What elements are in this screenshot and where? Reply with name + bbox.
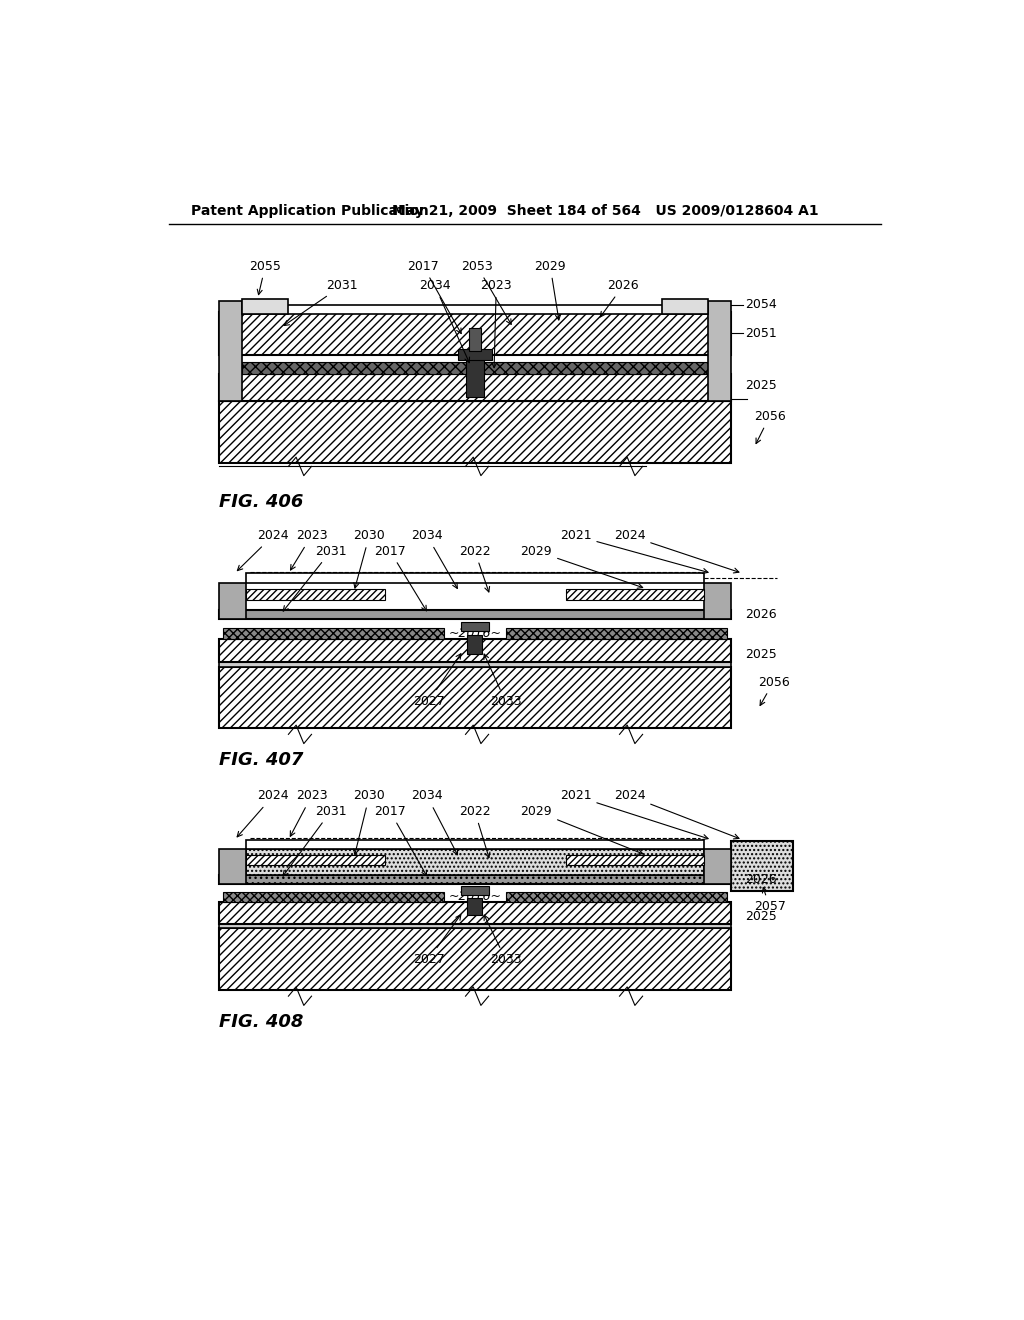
Text: 2030: 2030 — [353, 789, 385, 854]
Bar — [565, 589, 705, 599]
Bar — [219, 313, 731, 355]
Bar — [246, 589, 385, 599]
Text: 2055: 2055 — [250, 260, 282, 294]
Text: May 21, 2009  Sheet 184 of 564   US 2009/0128604 A1: May 21, 2009 Sheet 184 of 564 US 2009/01… — [392, 203, 819, 218]
Text: 2026: 2026 — [745, 873, 776, 886]
Text: 2026: 2026 — [600, 279, 639, 317]
Bar — [731, 841, 793, 891]
Text: 2057: 2057 — [754, 887, 785, 913]
Bar — [219, 374, 731, 401]
Bar — [506, 892, 727, 903]
Bar — [219, 639, 731, 663]
Text: 2053: 2053 — [461, 260, 511, 325]
Text: 2030: 2030 — [353, 529, 385, 587]
Bar — [246, 840, 705, 849]
Bar — [219, 928, 731, 990]
Bar — [219, 610, 731, 619]
Text: 2025: 2025 — [745, 648, 777, 661]
Text: 2024: 2024 — [238, 789, 289, 837]
Text: 2023: 2023 — [291, 529, 328, 570]
Bar — [219, 582, 246, 619]
Text: 2056: 2056 — [754, 409, 785, 444]
Bar — [219, 849, 246, 884]
Text: 2027: 2027 — [413, 915, 461, 966]
Text: 2034: 2034 — [419, 279, 469, 363]
Text: 2033: 2033 — [484, 655, 521, 708]
Bar — [246, 849, 705, 874]
Bar — [219, 924, 731, 928]
Text: Patent Application Publication: Patent Application Publication — [190, 203, 428, 218]
Text: 2025: 2025 — [745, 909, 777, 923]
Bar — [243, 298, 289, 314]
Text: 2056: 2056 — [758, 676, 790, 705]
Bar — [662, 298, 708, 314]
Text: 2031: 2031 — [284, 279, 358, 326]
Text: 2029: 2029 — [520, 545, 643, 589]
Bar — [461, 622, 488, 631]
Text: 2017: 2017 — [374, 805, 427, 875]
Bar — [219, 903, 731, 924]
Bar — [246, 573, 705, 582]
Bar — [705, 849, 731, 884]
Bar — [461, 886, 488, 895]
Bar — [467, 899, 482, 915]
Text: FIG. 407: FIG. 407 — [219, 751, 303, 770]
Text: 2054: 2054 — [745, 298, 777, 312]
Bar — [506, 628, 727, 639]
Text: 2024: 2024 — [613, 529, 739, 573]
Bar — [466, 355, 484, 397]
Bar — [223, 628, 444, 639]
Bar — [219, 397, 731, 401]
Bar — [243, 305, 708, 314]
Text: 2022: 2022 — [459, 545, 490, 591]
Bar — [243, 363, 708, 374]
Text: 2029: 2029 — [520, 805, 643, 854]
Text: 2031: 2031 — [283, 805, 346, 876]
Text: 2017: 2017 — [408, 260, 461, 334]
Bar — [219, 667, 731, 729]
Text: 2021: 2021 — [560, 529, 708, 573]
Text: FIG. 408: FIG. 408 — [219, 1014, 303, 1031]
Text: 2034: 2034 — [412, 789, 458, 855]
Bar — [219, 663, 731, 667]
Text: 2033: 2033 — [484, 915, 521, 966]
Text: 2051: 2051 — [745, 326, 777, 339]
Text: ~2016~: ~2016~ — [449, 627, 502, 640]
Bar — [458, 350, 492, 360]
Bar — [467, 635, 482, 655]
Text: 2025: 2025 — [745, 379, 777, 392]
Text: 2021: 2021 — [560, 789, 708, 840]
Bar — [469, 327, 481, 351]
Bar — [219, 301, 243, 401]
Bar — [219, 401, 731, 462]
Text: 2023: 2023 — [290, 789, 328, 837]
Text: FIG. 406: FIG. 406 — [219, 494, 303, 511]
Bar — [223, 892, 444, 903]
Text: 2029: 2029 — [535, 260, 566, 319]
Bar — [246, 855, 385, 866]
Text: 2034: 2034 — [412, 529, 458, 589]
Text: 2024: 2024 — [613, 789, 739, 840]
Bar — [219, 874, 731, 884]
Text: 2026: 2026 — [745, 607, 776, 620]
Bar — [708, 301, 731, 401]
Text: 2022: 2022 — [459, 805, 490, 858]
Text: 2024: 2024 — [238, 529, 289, 570]
Text: 2031: 2031 — [284, 545, 346, 611]
Text: ~2016~: ~2016~ — [449, 890, 502, 903]
Text: 2023: 2023 — [480, 279, 512, 368]
Bar — [705, 582, 731, 619]
Bar — [565, 855, 705, 866]
Text: 2027: 2027 — [413, 653, 461, 708]
Text: 2017: 2017 — [374, 545, 426, 611]
